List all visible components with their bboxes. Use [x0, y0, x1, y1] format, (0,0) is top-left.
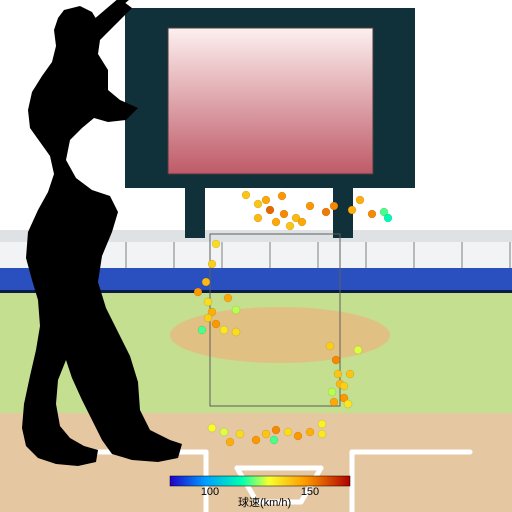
pitch-dot: [266, 206, 274, 214]
pitch-dot: [340, 382, 348, 390]
pitch-dot: [356, 196, 364, 204]
scoreboard-screen: [168, 28, 373, 174]
mound-dirt: [170, 307, 390, 363]
pitch-location-chart: 100 150 球速(km/h): [0, 0, 512, 512]
pitch-dot: [306, 202, 314, 210]
pitch-dot: [326, 342, 334, 350]
pitch-dot: [212, 320, 220, 328]
pitch-dot: [278, 192, 286, 200]
pitch-dot: [212, 240, 220, 248]
pitch-dot: [262, 430, 270, 438]
pitch-dot: [328, 388, 336, 396]
pitch-dot: [226, 438, 234, 446]
pitch-dot: [334, 370, 342, 378]
pitch-dot: [220, 326, 228, 334]
colorbar-title: 球速(km/h): [238, 495, 291, 509]
pitch-dot: [204, 298, 212, 306]
pitch-dot: [298, 218, 306, 226]
pitch-dot: [236, 430, 244, 438]
pitch-dot: [354, 346, 362, 354]
pitch-dot: [254, 214, 262, 222]
pitch-dot: [204, 314, 212, 322]
pitch-dot: [286, 222, 294, 230]
pitch-dot: [232, 328, 240, 336]
pitch-dot: [252, 436, 260, 444]
pitch-dot: [318, 430, 326, 438]
pitch-dot: [198, 326, 206, 334]
colorbar-tick: 100: [201, 486, 219, 498]
pitch-dot: [368, 210, 376, 218]
pitch-dot: [220, 428, 228, 436]
colorbar: [170, 476, 350, 486]
pitch-dot: [280, 210, 288, 218]
pitch-dot: [272, 426, 280, 434]
pitch-dot: [232, 306, 240, 314]
colorbar-tick: 150: [301, 486, 319, 498]
pitch-dot: [208, 260, 216, 268]
pitch-dot: [344, 400, 352, 408]
pitch-dot: [322, 208, 330, 216]
pitch-dot: [208, 424, 216, 432]
pitch-dot: [194, 288, 202, 296]
pitch-dot: [270, 436, 278, 444]
pitch-dot: [318, 420, 326, 428]
pitch-dot: [272, 218, 280, 226]
pitch-dot: [332, 356, 340, 364]
pitch-dot: [254, 200, 262, 208]
pitch-dot: [294, 432, 302, 440]
pitch-dot: [348, 206, 356, 214]
pitch-dot: [330, 398, 338, 406]
pitch-dot: [384, 214, 392, 222]
pitch-dot: [284, 428, 292, 436]
pitch-dot: [242, 191, 250, 199]
pitch-dot: [330, 202, 338, 210]
pitch-dot: [306, 428, 314, 436]
pitch-dot: [224, 294, 232, 302]
pitch-dot: [262, 196, 270, 204]
pitch-dot: [202, 278, 210, 286]
pitch-dot: [346, 370, 354, 378]
scoreboard-leg: [185, 188, 205, 238]
